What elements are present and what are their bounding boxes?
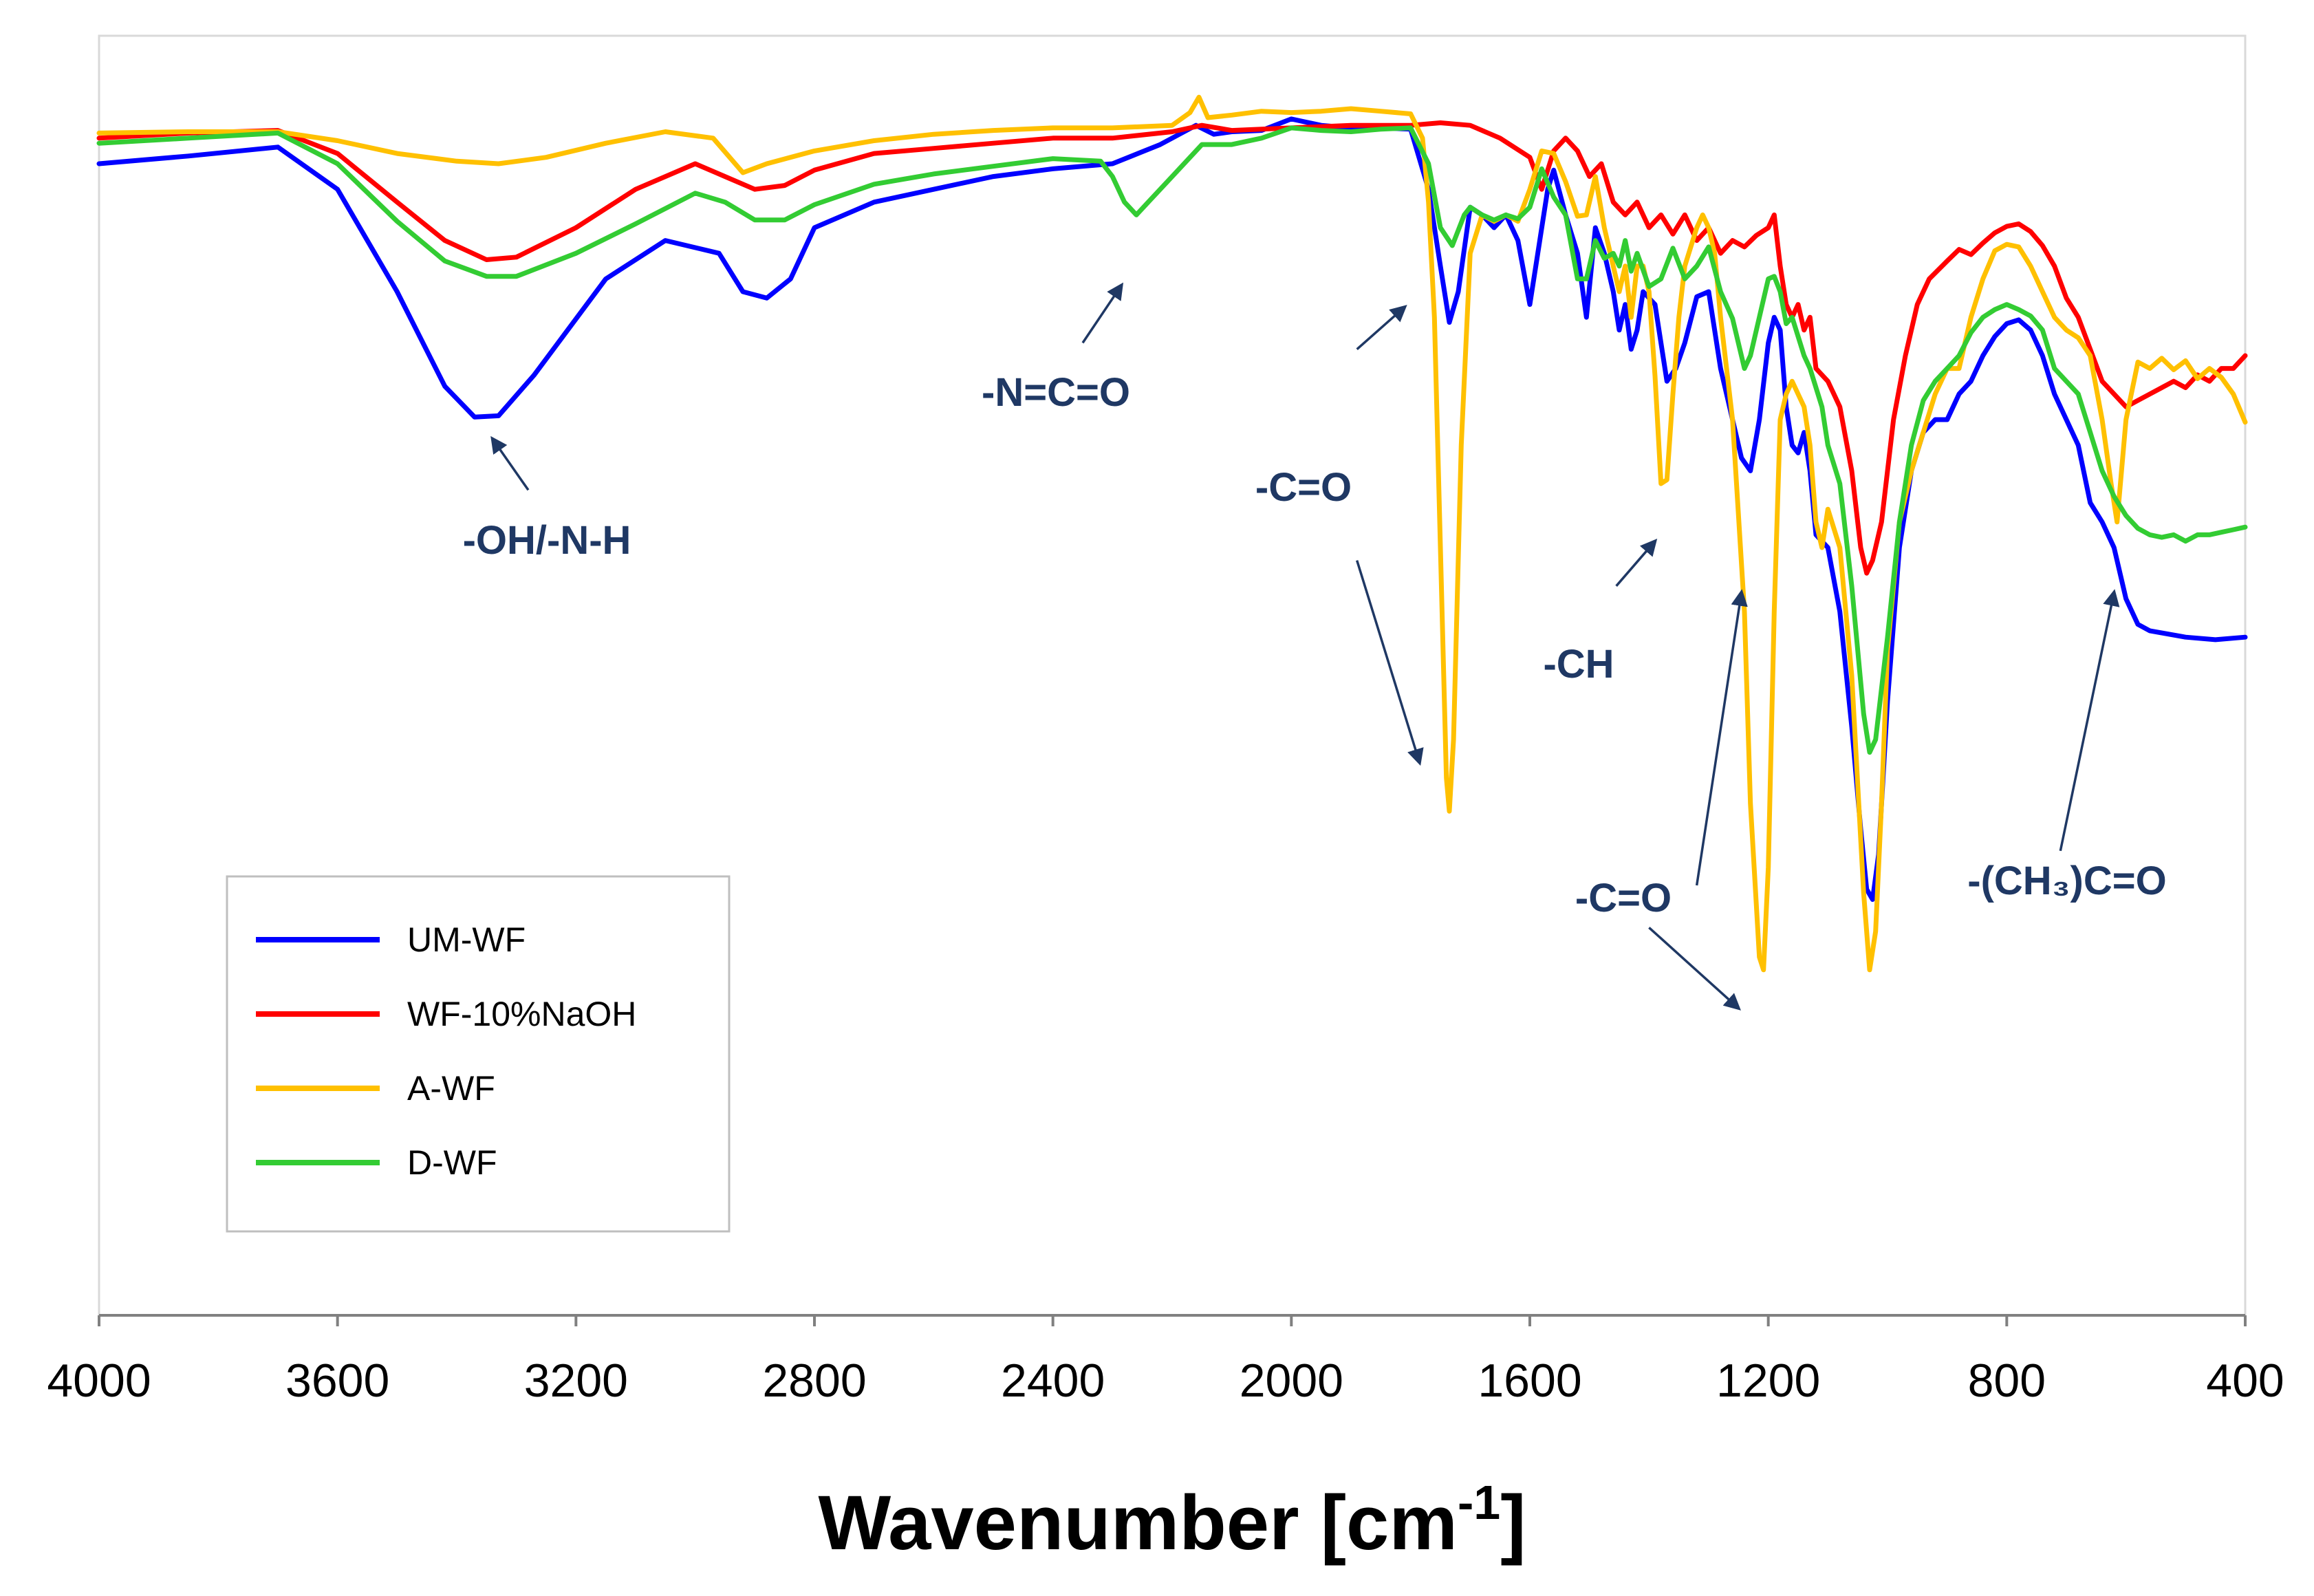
series-line-d-wf — [96, 125, 2248, 755]
annotation-arrow — [1081, 282, 1124, 344]
series-line-um-wf — [96, 116, 2248, 902]
x-tick-label: 2000 — [1240, 1355, 1343, 1407]
annotation-arrow — [1355, 560, 1424, 766]
legend-label: D-WF — [407, 1143, 497, 1182]
x-tick-label: 3200 — [524, 1355, 628, 1407]
legend-box — [226, 875, 731, 1233]
annotation-label: -OH/-N-H — [463, 518, 631, 563]
annotations: -OH/-N-H -N=C=O -C=O -CH -C=O -(CH₃)C=O — [463, 282, 2167, 1011]
annotation-label: -CH — [1543, 642, 1614, 687]
annotation-arrow — [2059, 589, 2120, 852]
series-lines — [96, 94, 2248, 973]
legend-label: WF-10%NaOH — [407, 995, 636, 1033]
annotation-arrow — [1356, 305, 1407, 351]
annotation-label: -C=O — [1575, 876, 1672, 920]
x-tick-labels: 4000 3600 3200 2800 2400 2000 1600 1200 800 400 — [47, 1355, 2284, 1407]
legend: UM-WF WF-10%NaOH A-WF D-WF — [226, 875, 731, 1233]
legend-label: A-WF — [407, 1069, 495, 1108]
x-tick-label: 4000 — [47, 1355, 151, 1407]
annotation-label: -N=C=O — [982, 370, 1130, 415]
x-tick-label: 1600 — [1478, 1355, 1581, 1407]
annotation-arrow — [1648, 927, 1741, 1011]
annotation-arrow — [1615, 538, 1658, 587]
x-tick-label: 800 — [1968, 1355, 2046, 1407]
x-tick-label: 1200 — [1716, 1355, 1820, 1407]
x-tick-marks — [98, 1315, 2247, 1326]
annotation-arrow — [490, 435, 530, 491]
x-tick-label: 3600 — [285, 1355, 389, 1407]
x-tick-label: 2800 — [762, 1355, 866, 1407]
x-tick-label: 2400 — [1001, 1355, 1105, 1407]
series-line-wf-10-naoh — [96, 120, 2248, 576]
legend-label: UM-WF — [407, 920, 526, 959]
annotation-label: -C=O — [1255, 465, 1352, 510]
annotation-label: -(CH₃)C=O — [1967, 859, 2166, 903]
x-tick-label: 400 — [2206, 1355, 2284, 1407]
series-line-a-wf — [96, 94, 2248, 973]
annotation-arrow — [1695, 589, 1748, 886]
x-axis-title: Wavenumber [cm-1] — [819, 1476, 1526, 1566]
